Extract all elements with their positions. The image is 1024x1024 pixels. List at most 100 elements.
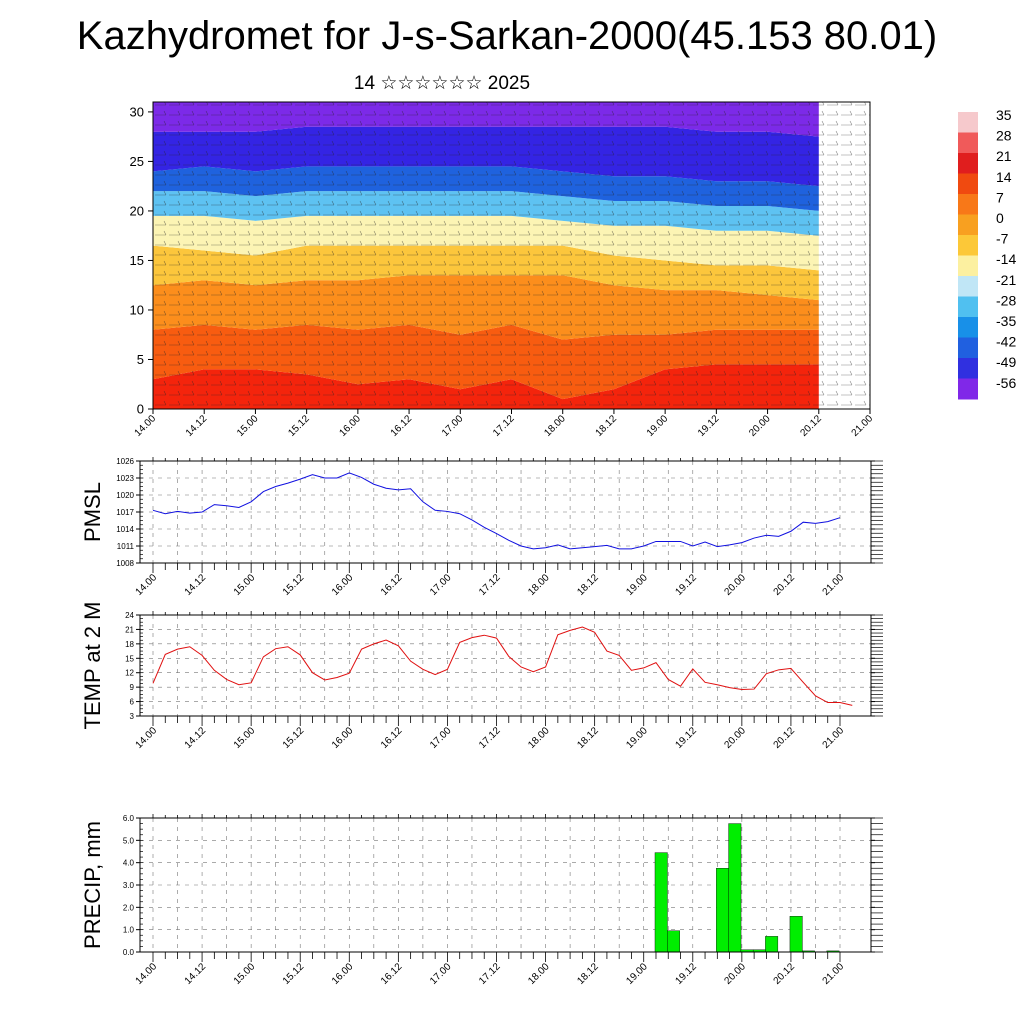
x-tick-label: 14.00 bbox=[134, 725, 160, 751]
x-tick-label: 19.12 bbox=[673, 961, 699, 987]
x-tick-label: 18.00 bbox=[526, 572, 552, 598]
colorbar-swatch bbox=[958, 153, 978, 174]
x-tick-label: 15.12 bbox=[286, 413, 312, 439]
y-tick-label: 15 bbox=[130, 253, 144, 268]
x-tick-label: 18.12 bbox=[575, 961, 601, 987]
colorbar-swatch bbox=[958, 378, 978, 400]
y-tick-label: 30 bbox=[130, 104, 144, 119]
y-tick-label: 1014 bbox=[116, 525, 134, 534]
x-tick-label: 20.00 bbox=[747, 413, 773, 439]
y-axis-title: TEMP at 2 M bbox=[80, 602, 105, 730]
x-tick-label: 16.00 bbox=[330, 572, 356, 598]
y-tick-label: 1020 bbox=[116, 491, 134, 500]
colorbar-swatch bbox=[958, 173, 978, 195]
y-tick-label: 6.0 bbox=[123, 814, 135, 823]
x-tick-label: 19.12 bbox=[696, 413, 722, 439]
temperature-colorbar: 35 28 21 14 7 0 -7 -14 -21 -28 -35 -42 -49 -56 bbox=[958, 107, 1016, 400]
x-tick-label: 14.00 bbox=[133, 413, 159, 439]
x-tick-label: 21.00 bbox=[850, 413, 876, 439]
x-tick-label: 14.12 bbox=[183, 725, 209, 751]
colorbar-label: 0 bbox=[996, 210, 1004, 226]
x-tick-label: 15.12 bbox=[281, 961, 307, 987]
colorbar-swatch bbox=[958, 358, 978, 379]
x-tick-label: 16.12 bbox=[379, 572, 405, 598]
colorbar-label: 28 bbox=[996, 128, 1012, 144]
colorbar-swatch bbox=[958, 255, 978, 277]
colorbar-label: -49 bbox=[996, 354, 1016, 370]
colorbar-swatch bbox=[958, 337, 978, 359]
y-tick-label: 1.0 bbox=[123, 926, 135, 935]
x-tick-label: 20.12 bbox=[772, 572, 798, 598]
y-tick-label: 3 bbox=[130, 712, 135, 721]
x-tick-label: 17.00 bbox=[428, 961, 454, 987]
x-tick-label: 17.00 bbox=[440, 413, 466, 439]
cross-section-panel: 0 5 10 15 20 25 30 14.00 14.12 15.00 15.12 16.00 16.… bbox=[130, 101, 876, 439]
x-tick-label: 17.12 bbox=[477, 572, 503, 598]
y-tick-label: 20 bbox=[130, 203, 144, 218]
precip-bar bbox=[716, 868, 729, 953]
y-tick-label: 1026 bbox=[116, 457, 134, 466]
x-tick-label: 19.00 bbox=[624, 725, 650, 751]
colorbar-label: -14 bbox=[996, 251, 1016, 267]
x-tick-label: 16.00 bbox=[330, 725, 356, 751]
y-tick-label: 5 bbox=[137, 352, 144, 367]
y-tick-label: 4.0 bbox=[123, 859, 135, 868]
colorbar-label: 21 bbox=[996, 148, 1012, 164]
x-tick-label: 20.00 bbox=[723, 961, 749, 987]
y-tick-label: 2.0 bbox=[123, 903, 135, 912]
colorbar-swatch bbox=[958, 112, 978, 133]
x-tick-label: 17.00 bbox=[428, 725, 454, 751]
cross-section-fill bbox=[153, 102, 870, 409]
x-tick-label: 21.00 bbox=[821, 961, 847, 987]
y-tick-label: 21 bbox=[125, 625, 134, 634]
y-tick-label: 3.0 bbox=[123, 881, 135, 890]
colorbar-label: -7 bbox=[996, 231, 1009, 247]
precip-panel: 0.0 1.0 2.0 3.0 4.0 5.0 6.0 14.00 14.12 15.00 15.1… bbox=[80, 814, 883, 987]
x-tick-label: 15.00 bbox=[232, 572, 258, 598]
x-tick-label: 18.00 bbox=[542, 413, 568, 439]
page-title: Kazhydromet for J-s-Sarkan-2000(45.153 8… bbox=[76, 14, 938, 58]
wind-barbs-overlay bbox=[153, 102, 870, 409]
precip-bar bbox=[667, 930, 680, 953]
precip-bar bbox=[728, 823, 742, 953]
x-tick-label: 17.12 bbox=[477, 961, 503, 987]
x-tick-label: 19.12 bbox=[673, 572, 699, 598]
colorbar-swatch bbox=[958, 235, 978, 256]
colorbar-swatch bbox=[958, 276, 978, 297]
x-tick-label: 15.00 bbox=[232, 725, 258, 751]
x-tick-label: 14.00 bbox=[134, 961, 160, 987]
precip-bar bbox=[789, 916, 803, 953]
x-tick-label: 20.12 bbox=[772, 961, 798, 987]
colorbar-swatch bbox=[958, 194, 978, 215]
y-tick-label: 0 bbox=[137, 402, 144, 417]
x-tick-label: 15.12 bbox=[281, 572, 307, 598]
x-tick-label: 14.00 bbox=[134, 572, 160, 598]
y-tick-label: 5.0 bbox=[123, 836, 135, 845]
x-tick-label: 16.12 bbox=[379, 961, 405, 987]
x-tick-label: 16.00 bbox=[330, 961, 356, 987]
x-tick-label: 20.00 bbox=[723, 725, 749, 751]
x-tick-label: 15.00 bbox=[235, 413, 261, 439]
y-axis-title: PMSL bbox=[80, 482, 105, 542]
x-tick-label: 16.12 bbox=[389, 413, 415, 439]
colorbar-label: 14 bbox=[996, 169, 1012, 185]
colorbar-swatch bbox=[958, 132, 978, 154]
colorbar-label: 35 bbox=[996, 107, 1012, 123]
y-tick-label: 9 bbox=[130, 683, 135, 692]
colorbar-label: -28 bbox=[996, 292, 1016, 308]
y-tick-label: 1023 bbox=[116, 474, 134, 483]
x-tick-label: 21.00 bbox=[821, 725, 847, 751]
colorbar-label: -42 bbox=[996, 334, 1016, 350]
y-tick-label: 25 bbox=[130, 154, 144, 169]
colorbar-label: -35 bbox=[996, 313, 1016, 329]
page-subtitle: 14 ☆☆☆☆☆☆ 2025 bbox=[353, 73, 531, 94]
x-tick-label: 17.12 bbox=[477, 725, 503, 751]
y-tick-label: 12 bbox=[125, 669, 134, 678]
x-tick-label: 18.12 bbox=[575, 572, 601, 598]
series-line bbox=[152, 472, 841, 550]
x-tick-label: 18.12 bbox=[575, 725, 601, 751]
colorbar-swatch bbox=[958, 296, 978, 318]
colorbar-label: -21 bbox=[996, 272, 1016, 288]
x-tick-label: 19.00 bbox=[624, 572, 650, 598]
panel-frame bbox=[139, 614, 872, 717]
